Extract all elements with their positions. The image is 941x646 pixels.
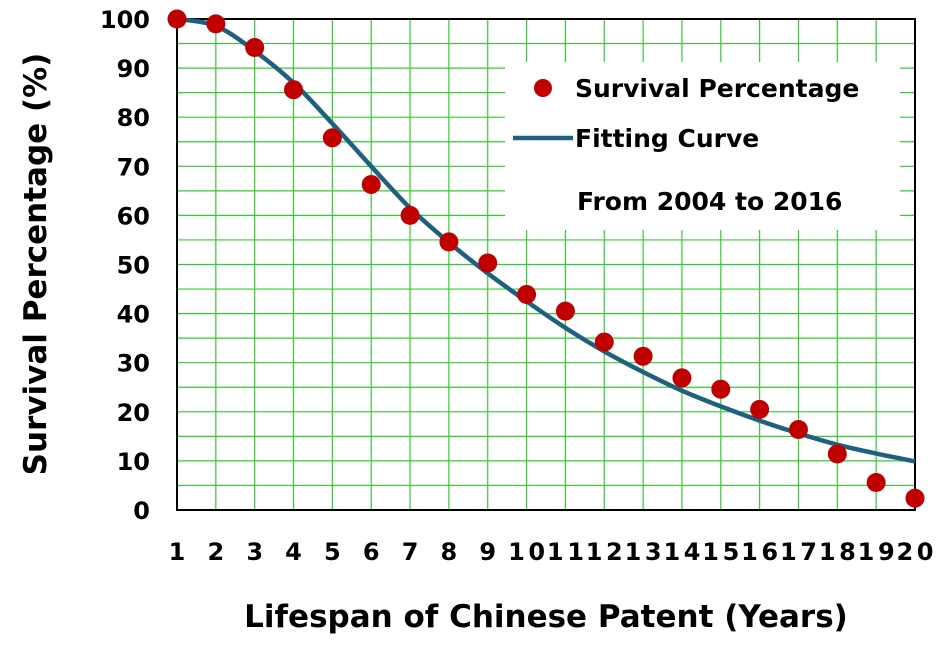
x-tick-label: 2 xyxy=(207,538,224,566)
survival-point xyxy=(711,379,731,399)
survival-point xyxy=(750,399,770,419)
plot-border xyxy=(176,18,916,511)
x-tick-label: 20 xyxy=(897,538,934,566)
survival-point xyxy=(322,128,342,148)
survival-point xyxy=(478,253,498,273)
survival-point xyxy=(555,301,575,321)
legend-label-survival: Survival Percentage xyxy=(575,74,859,103)
x-tick-label: 16 xyxy=(741,538,778,566)
survival-point xyxy=(245,37,265,57)
x-tick-label: 14 xyxy=(663,538,700,566)
x-tick-label: 11 xyxy=(547,538,584,566)
survival-point xyxy=(905,488,925,508)
x-tick-label: 17 xyxy=(780,538,817,566)
x-axis-title: Lifespan of Chinese Patent (Years) xyxy=(244,599,848,635)
survival-point xyxy=(167,9,187,29)
y-tick-label: 30 xyxy=(117,350,150,378)
y-axis-title: Survival Percentage (%) xyxy=(18,53,54,476)
legend-box xyxy=(505,62,900,230)
x-tick-label: 9 xyxy=(479,538,496,566)
x-tick-label: 7 xyxy=(402,538,419,566)
x-tick-label: 1 xyxy=(169,538,186,566)
y-tick-label: 80 xyxy=(117,104,150,132)
y-tick-label: 0 xyxy=(133,497,150,525)
x-tick-label: 10 xyxy=(508,538,545,566)
x-tick-label: 3 xyxy=(246,538,263,566)
survival-point xyxy=(400,205,420,225)
y-tick-label: 90 xyxy=(117,55,150,83)
x-tick-label: 8 xyxy=(441,538,458,566)
survival-point xyxy=(594,332,614,352)
scatter-points xyxy=(167,9,925,508)
x-tick-label: 18 xyxy=(819,538,856,566)
survival-point xyxy=(284,80,304,100)
y-tick-label: 10 xyxy=(117,448,150,476)
survival-point xyxy=(517,284,537,304)
legend-marker-survival xyxy=(534,79,552,97)
survival-point xyxy=(206,14,226,34)
x-tick-label: 15 xyxy=(702,538,739,566)
survival-point xyxy=(672,368,692,388)
x-tick-label: 19 xyxy=(858,538,895,566)
survival-point xyxy=(633,346,653,366)
y-tick-label: 40 xyxy=(117,301,150,329)
survival-point xyxy=(827,444,847,464)
legend-label-fitting-curve: Fitting Curve xyxy=(575,124,759,153)
x-tick-label: 5 xyxy=(324,538,341,566)
x-tick-label: 12 xyxy=(586,538,623,566)
y-tick-labels: 0 10 20 30 40 50 60 70 80 90 100 xyxy=(100,6,150,525)
annotation-date-range: From 2004 to 2016 xyxy=(577,187,842,216)
survival-point xyxy=(439,232,459,252)
survival-point xyxy=(361,174,381,194)
x-tick-label: 4 xyxy=(285,538,302,566)
x-tick-label: 6 xyxy=(363,538,380,566)
y-tick-label: 20 xyxy=(117,399,150,427)
y-tick-label: 50 xyxy=(117,252,150,280)
x-tick-labels: 1 2 3 4 5 6 7 8 9 10 11 12 13 14 15 16 17 18 19 20 xyxy=(169,538,934,566)
survival-point xyxy=(866,473,886,493)
y-tick-label: 70 xyxy=(117,153,150,181)
y-tick-label: 100 xyxy=(100,6,150,34)
y-tick-label: 60 xyxy=(117,202,150,230)
survival-point xyxy=(788,419,808,439)
x-tick-label: 13 xyxy=(625,538,662,566)
